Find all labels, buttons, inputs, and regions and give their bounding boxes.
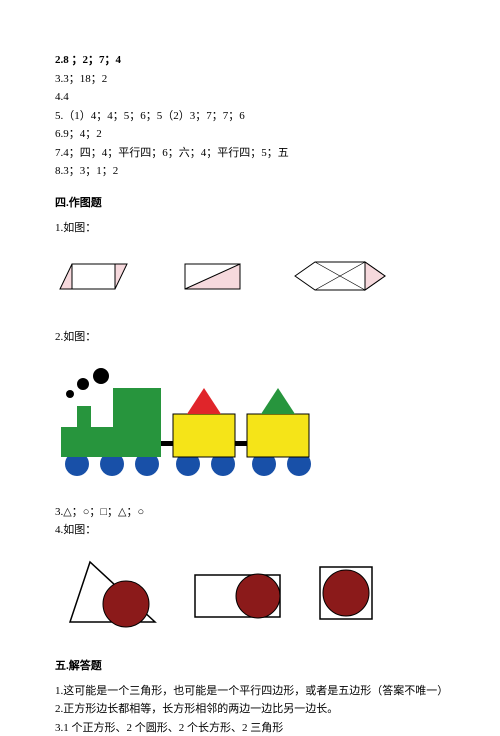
figure-2-train xyxy=(55,364,445,479)
train-svg xyxy=(55,364,325,479)
circle-shapes-svg xyxy=(55,557,395,632)
q5-1: 1.这可能是一个三角形，也可能是一个平行四边形，或者是五边形（答案不唯一） xyxy=(55,683,445,700)
answer-4: 4.4 xyxy=(55,89,445,106)
answer-8: 8.3；3；1；2 xyxy=(55,163,445,180)
q4-3: 3.△；○；□；△；○ xyxy=(55,504,445,521)
q4-4: 4.如图： xyxy=(55,522,445,539)
page-content: 2.8 ；2；7；4 3.3；18；2 4.4 5.（1）4；4；5；6；5（2… xyxy=(0,0,500,736)
q4-1: 1.如图： xyxy=(55,220,445,237)
q5-2: 2.正方形边长都相等，长方形相邻的两边一边比另一边长。 xyxy=(55,701,445,718)
section5-title: 五.解答题 xyxy=(55,657,445,673)
answer-7: 7.4；四；4；平行四；6；六；4；平行四；5；五 xyxy=(55,145,445,162)
q5-3: 3.1 个正方形、2 个圆形、2 个长方形、2 三角形 xyxy=(55,720,445,736)
figure-3-shapes xyxy=(55,557,445,632)
answer-2: 2.8 ；2；7；4 xyxy=(55,52,445,69)
answer-5: 5.（1）4；4；5；6；5（2）3；7；7；6 xyxy=(55,108,445,125)
q4-2: 2.如图： xyxy=(55,329,445,346)
answer-6: 6.9；4；2 xyxy=(55,126,445,143)
section4-title: 四.作图题 xyxy=(55,194,445,210)
parallelogram-shapes xyxy=(55,254,395,304)
figure-1-row xyxy=(55,254,445,304)
answer-3: 3.3；18；2 xyxy=(55,71,445,88)
